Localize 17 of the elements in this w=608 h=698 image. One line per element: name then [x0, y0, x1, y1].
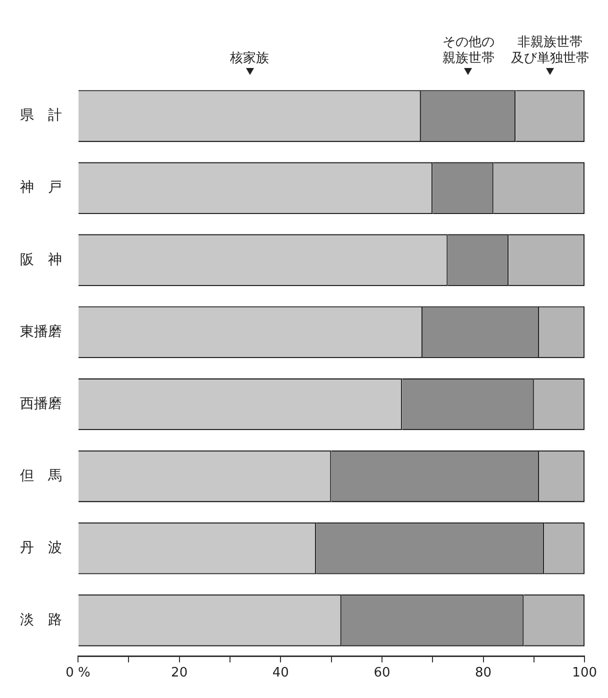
y-tick-label: 西播磨: [20, 396, 62, 412]
x-tick-label: 100: [572, 666, 598, 681]
y-tick-label: 東播磨: [20, 324, 62, 340]
y-tick-label: 丹 波: [20, 540, 62, 556]
series-label: 核家族: [229, 50, 270, 66]
y-tick-label: 県 計: [20, 108, 62, 124]
x-tick-label: 20: [171, 666, 188, 681]
y-tick-label: 淡 路: [20, 612, 62, 628]
y-tick-label: 神 戸: [20, 180, 62, 196]
x-tick-label: 0 %: [66, 666, 90, 681]
y-tick-label: 阪 神: [20, 252, 62, 268]
x-tick-label: 40: [272, 666, 289, 681]
series-label: 非親族世帯及び単独世帯: [511, 35, 590, 66]
y-tick-label: 但 馬: [20, 468, 62, 484]
series-label: その他の親族世帯: [442, 35, 494, 66]
x-tick-label: 60: [374, 666, 390, 681]
x-tick-label: 80: [475, 666, 492, 681]
